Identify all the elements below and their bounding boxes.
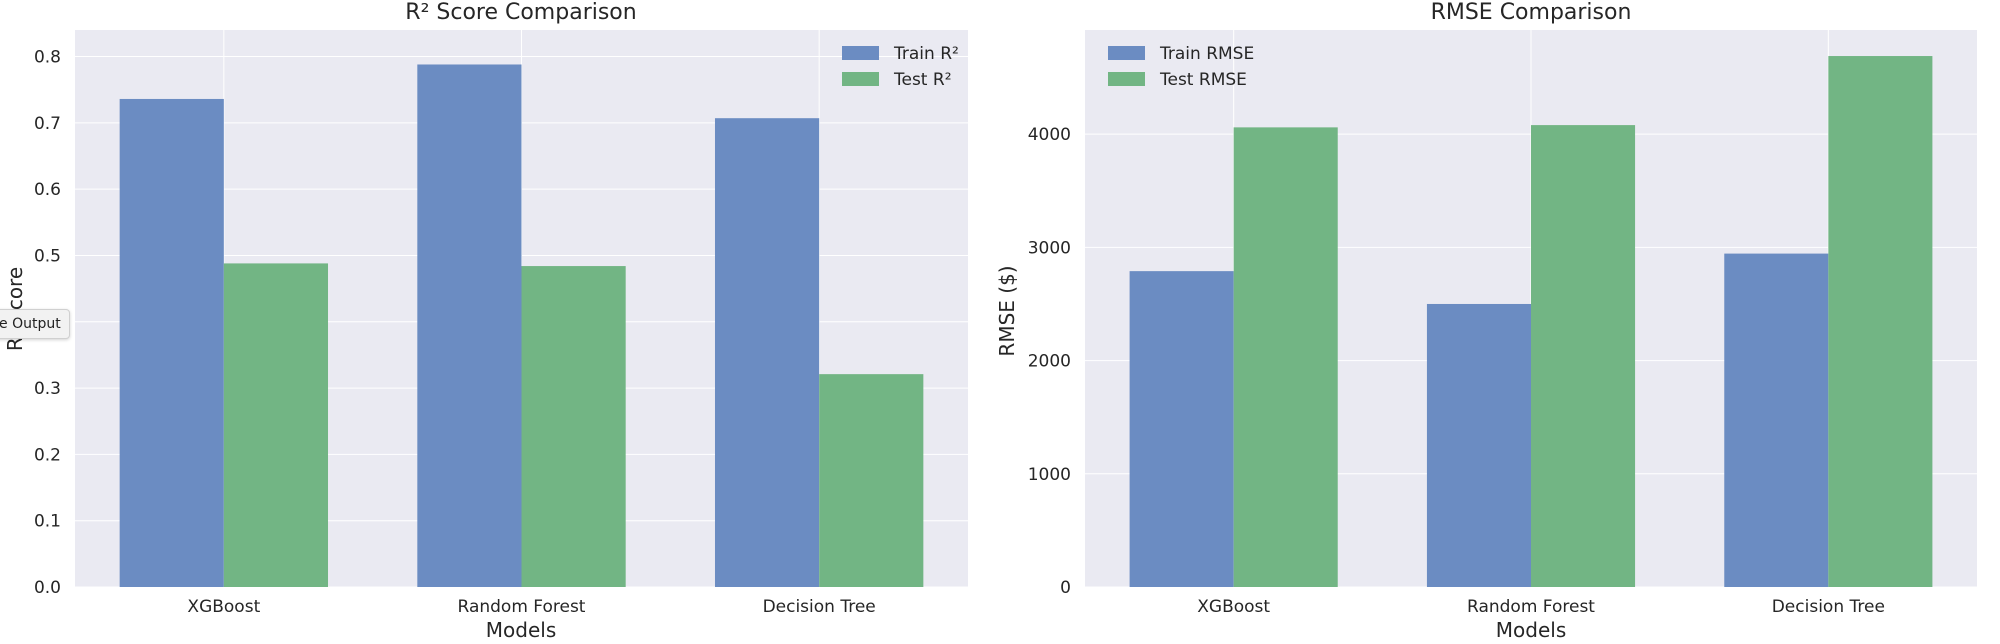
y-tick-label: 0.5 — [34, 246, 61, 266]
r2-score-chart: R² Score Comparison Models R² Score 0.00… — [3, 0, 968, 642]
chart-title: RMSE Comparison — [1431, 0, 1632, 25]
bar-test-rmse-random-forest — [1531, 125, 1636, 587]
y-tick-label: 0 — [1060, 578, 1071, 598]
bar-train-r--xgboost — [119, 98, 224, 587]
bar-test-rmse-decision-tree — [1828, 56, 1933, 587]
legend-swatch — [1108, 72, 1145, 86]
legend-label: Test R² — [893, 70, 952, 90]
legend-label: Train R² — [893, 44, 959, 64]
legend-label: Train RMSE — [1159, 44, 1254, 64]
bar-test-r--decision-tree — [819, 374, 924, 587]
y-axis-label: RMSE ($) — [995, 265, 1019, 356]
legend-label: Test RMSE — [1159, 70, 1247, 90]
x-tick-label: Random Forest — [458, 597, 586, 617]
x-tick-label: Decision Tree — [1772, 597, 1885, 617]
x-tick-label: XGBoost — [187, 597, 260, 617]
y-tick-label: 1000 — [1028, 465, 1071, 485]
y-tick-label: 0.6 — [34, 180, 61, 200]
bar-test-rmse-xgboost — [1233, 127, 1338, 587]
legend-swatch — [1108, 46, 1145, 60]
bar-train-rmse-decision-tree — [1724, 253, 1829, 588]
bar-train-rmse-xgboost — [1129, 271, 1234, 587]
y-tick-label: 4000 — [1028, 125, 1071, 145]
rmse-chart: RMSE Comparison Models RMSE ($) 0 1000 200… — [995, 0, 1977, 642]
bar-train-r--decision-tree — [714, 118, 820, 588]
y-tick-label: 0.7 — [34, 114, 61, 134]
bar-train-r--random-forest — [417, 64, 522, 587]
legend-swatch — [842, 72, 879, 86]
bar-train-rmse-random-forest — [1426, 303, 1531, 587]
y-tick-label: 0.2 — [34, 445, 61, 465]
x-tick-label: Random Forest — [1467, 597, 1595, 617]
output-tooltip: e Output — [0, 309, 70, 339]
bar-test-r--random-forest — [521, 266, 626, 587]
y-tick-label: 3000 — [1028, 238, 1071, 258]
x-tick-label: XGBoost — [1197, 597, 1270, 617]
legend-swatch — [842, 46, 879, 60]
x-axis-label: Models — [1496, 618, 1566, 642]
y-tick-label: 0.3 — [34, 379, 61, 399]
y-tick-label: 0.8 — [34, 48, 61, 68]
chart-title: R² Score Comparison — [405, 0, 636, 25]
bar-test-r--xgboost — [223, 263, 329, 587]
x-axis-label: Models — [486, 618, 556, 642]
x-tick-label: Decision Tree — [763, 597, 876, 617]
y-tick-label: 0.1 — [34, 512, 61, 532]
y-tick-label: 2000 — [1028, 352, 1071, 372]
y-tick-label: 0.0 — [34, 578, 61, 598]
